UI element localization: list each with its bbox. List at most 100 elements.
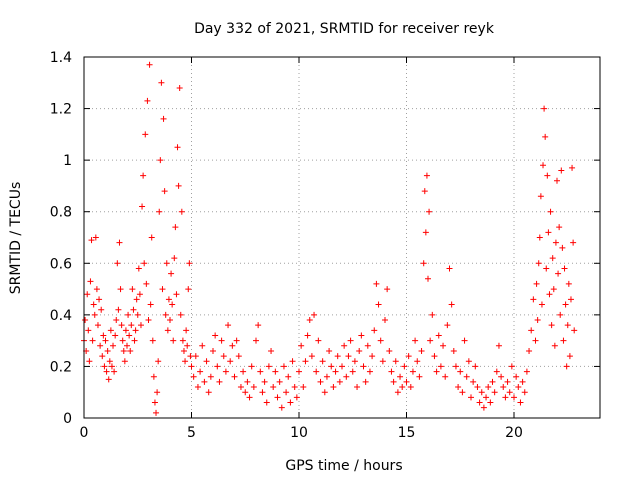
- data-point: [194, 384, 201, 391]
- data-point: [82, 317, 89, 324]
- data-point: [450, 347, 457, 354]
- data-point: [401, 363, 408, 370]
- data-point: [423, 172, 430, 179]
- data-point: [212, 332, 219, 339]
- data-point: [150, 373, 157, 380]
- data-point: [159, 286, 166, 293]
- data-point: [422, 229, 429, 236]
- data-point: [500, 384, 507, 391]
- data-point: [405, 353, 412, 360]
- data-point: [97, 342, 104, 349]
- data-point: [87, 278, 94, 285]
- data-point: [88, 237, 95, 244]
- data-point: [558, 167, 565, 174]
- data-point: [345, 353, 352, 360]
- data-point: [557, 311, 564, 318]
- data-point: [382, 317, 388, 324]
- data-point: [291, 384, 298, 391]
- data-point: [544, 172, 551, 179]
- data-point: [506, 389, 513, 396]
- data-point: [133, 296, 140, 303]
- data-point: [358, 332, 365, 339]
- data-point: [478, 389, 485, 396]
- data-point: [99, 353, 106, 360]
- data-point: [148, 234, 155, 241]
- data-point: [540, 162, 547, 169]
- data-point: [287, 399, 294, 406]
- data-point: [534, 317, 541, 324]
- data-point: [323, 373, 330, 380]
- data-point: [86, 358, 93, 365]
- data-point: [468, 394, 474, 401]
- data-point: [511, 394, 517, 401]
- data-point: [332, 368, 339, 375]
- data-point: [493, 368, 500, 375]
- data-point: [257, 368, 264, 375]
- data-point: [283, 389, 290, 396]
- data-point: [101, 363, 108, 370]
- data-point: [117, 286, 124, 293]
- data-point: [225, 322, 232, 329]
- data-point: [190, 373, 197, 380]
- data-point: [390, 378, 397, 385]
- data-point: [319, 358, 326, 365]
- data-point: [517, 399, 524, 406]
- data-point: [561, 265, 568, 272]
- data-point: [554, 177, 560, 184]
- x-axis-label: GPS time / hours: [285, 458, 402, 474]
- data-point: [373, 280, 380, 287]
- data-point: [128, 322, 135, 329]
- data-point: [480, 404, 487, 411]
- data-point: [270, 384, 277, 391]
- data-point: [313, 368, 320, 375]
- data-point: [328, 363, 335, 370]
- data-point: [188, 363, 195, 370]
- y-tick-label: 0.2: [50, 359, 72, 375]
- data-point: [362, 378, 369, 385]
- data-point: [255, 322, 262, 329]
- data-point: [427, 337, 434, 344]
- data-point: [173, 291, 180, 298]
- data-point: [103, 368, 110, 375]
- data-point: [470, 378, 477, 385]
- data-point: [127, 347, 134, 354]
- data-point: [371, 327, 378, 334]
- data-point: [242, 389, 249, 396]
- data-point: [233, 337, 240, 344]
- data-point: [308, 353, 315, 360]
- data-point: [555, 270, 562, 277]
- data-point: [149, 337, 156, 344]
- data-point: [265, 363, 272, 370]
- data-point: [420, 260, 427, 267]
- data-point: [535, 260, 542, 267]
- data-point: [461, 337, 468, 344]
- data-point: [280, 363, 287, 370]
- data-point: [229, 342, 236, 349]
- data-point: [364, 342, 371, 349]
- data-point: [122, 327, 129, 334]
- data-point: [502, 394, 509, 401]
- data-point: [559, 244, 566, 251]
- data-point: [116, 239, 123, 246]
- data-point: [248, 363, 255, 370]
- data-point: [177, 311, 184, 318]
- data-point: [446, 265, 453, 272]
- data-point: [268, 347, 275, 354]
- data-point: [317, 378, 324, 385]
- y-tick-label: 0.8: [50, 205, 72, 221]
- data-point: [113, 317, 120, 324]
- data-point: [386, 347, 393, 354]
- data-point: [276, 378, 283, 385]
- data-point: [351, 358, 358, 365]
- data-point: [125, 311, 132, 318]
- data-point: [474, 384, 481, 391]
- data-point: [197, 368, 204, 375]
- data-point: [244, 378, 251, 385]
- data-point: [429, 311, 436, 318]
- data-point: [118, 322, 125, 329]
- data-point: [154, 389, 161, 396]
- x-tick-label: 20: [505, 425, 523, 441]
- data-point: [184, 342, 191, 349]
- data-point: [156, 208, 163, 215]
- data-point: [330, 384, 337, 391]
